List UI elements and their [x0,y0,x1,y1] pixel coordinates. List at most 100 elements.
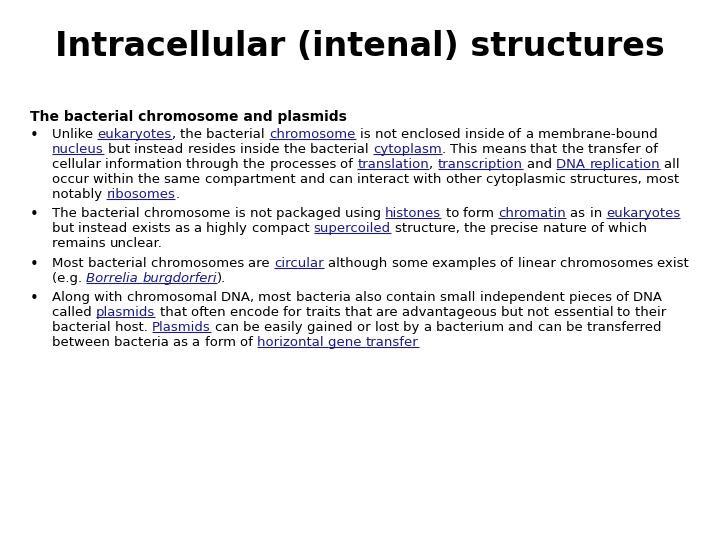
Text: are: are [376,306,402,319]
Text: .: . [175,188,179,201]
Text: most: most [646,173,683,186]
Text: which: which [608,222,652,235]
Text: eukaryotes: eukaryotes [97,128,171,141]
Text: a: a [424,321,436,334]
Text: can: can [215,321,243,334]
Text: using: using [345,207,385,220]
Text: with: with [413,173,446,186]
Text: (e.g.: (e.g. [52,272,86,285]
Text: be: be [243,321,264,334]
Text: the: the [180,128,206,141]
Text: examples: examples [432,256,500,270]
Text: chromosomes: chromosomes [559,256,657,270]
Text: chromosomal: chromosomal [127,291,221,304]
Text: between: between [52,336,114,349]
Text: bacteria: bacteria [296,291,355,304]
Text: This: This [450,143,482,156]
Text: transcription: transcription [438,158,523,171]
Text: •: • [30,207,39,222]
Text: by: by [403,321,424,334]
Text: Intracellular (intenal) structures: Intracellular (intenal) structures [55,30,665,63]
Text: bacterial: bacterial [81,207,144,220]
Text: transfer: transfer [588,143,645,156]
Text: cellular: cellular [52,158,105,171]
Text: ribosomes: ribosomes [107,188,175,201]
Text: chromatin: chromatin [498,207,566,220]
Text: .: . [442,143,450,156]
Text: eukaryotes: eukaryotes [606,207,680,220]
Text: circular: circular [274,256,324,270]
Text: bacterial: bacterial [206,128,269,141]
Text: Plasmids: Plasmids [152,321,211,334]
Text: the: the [243,158,269,171]
Text: structures,: structures, [570,173,646,186]
Text: transfer: transfer [366,336,418,349]
Text: DNA: DNA [633,291,666,304]
Text: in: in [590,207,606,220]
Text: within: within [93,173,138,186]
Text: through: through [186,158,243,171]
Text: but: but [108,143,135,156]
Text: a: a [194,222,207,235]
Text: linear: linear [518,256,559,270]
Text: enclosed: enclosed [401,128,464,141]
Text: •: • [30,128,39,143]
Text: are: are [248,256,274,270]
Text: plasmids: plasmids [96,306,156,319]
Text: ,: , [171,128,180,141]
Text: also: also [355,291,386,304]
Text: as: as [175,222,194,235]
Text: chromosome: chromosome [144,207,235,220]
Text: bacterial: bacterial [88,256,150,270]
Text: histones: histones [385,207,441,220]
Text: compact: compact [251,222,313,235]
Text: pieces: pieces [569,291,616,304]
Text: gained: gained [307,321,357,334]
Text: •: • [30,256,39,272]
Text: essential: essential [554,306,617,319]
Text: structure,: structure, [395,222,464,235]
Text: encode: encode [230,306,283,319]
Text: host.: host. [115,321,152,334]
Text: of: of [500,256,518,270]
Text: can: can [329,173,357,186]
Text: ,: , [429,158,438,171]
Text: for: for [283,306,305,319]
Text: remains: remains [52,238,110,251]
Text: instead: instead [135,143,188,156]
Text: of: of [240,336,257,349]
Text: of: of [616,291,633,304]
Text: contain: contain [386,291,440,304]
Text: nucleus: nucleus [52,143,104,156]
Text: transferred: transferred [587,321,666,334]
Text: that: that [531,143,562,156]
Text: or: or [357,321,375,334]
Text: replication: replication [590,158,660,171]
Text: DNA,: DNA, [221,291,258,304]
Text: of: of [591,222,608,235]
Text: information: information [105,158,186,171]
Text: bacterial: bacterial [310,143,373,156]
Text: all: all [665,158,684,171]
Text: independent: independent [480,291,569,304]
Text: chromosome: chromosome [269,128,356,141]
Text: but: but [501,306,527,319]
Text: advantageous: advantageous [402,306,501,319]
Text: processes: processes [269,158,341,171]
Text: easily: easily [264,321,307,334]
Text: inside: inside [464,128,508,141]
Text: most: most [258,291,296,304]
Text: burgdorferi: burgdorferi [143,272,217,285]
Text: form: form [463,207,498,220]
Text: the: the [464,222,490,235]
Text: DNA: DNA [556,158,590,171]
Text: inside: inside [240,143,284,156]
Text: and: and [527,158,556,171]
Text: the: the [562,143,588,156]
Text: cytoplasm: cytoplasm [373,143,442,156]
Text: to: to [617,306,635,319]
Text: supercoiled: supercoiled [313,222,391,235]
Text: often: often [191,306,230,319]
Text: and: and [300,173,329,186]
Text: unclear.: unclear. [110,238,163,251]
